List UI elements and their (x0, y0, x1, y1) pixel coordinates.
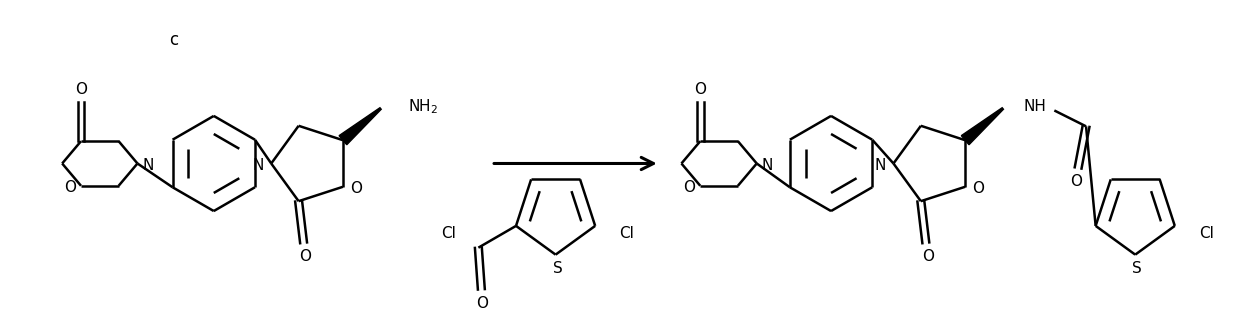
Text: Cl: Cl (1199, 226, 1214, 241)
Polygon shape (961, 108, 1003, 145)
Text: O: O (64, 180, 76, 195)
Polygon shape (339, 108, 381, 145)
Text: N: N (143, 158, 154, 173)
Text: N: N (875, 158, 887, 173)
Text: Cl: Cl (620, 226, 635, 241)
Text: O: O (972, 181, 985, 196)
Text: O: O (921, 249, 934, 264)
Text: S: S (553, 261, 563, 276)
Text: NH$_2$: NH$_2$ (408, 97, 439, 116)
Text: N: N (253, 158, 264, 173)
Text: O: O (350, 181, 362, 196)
Text: O: O (1070, 174, 1083, 189)
Text: O: O (74, 82, 87, 97)
Text: NH: NH (1023, 99, 1047, 114)
Text: O: O (694, 82, 707, 97)
Text: O: O (683, 180, 696, 195)
Text: S: S (1132, 261, 1142, 276)
Text: O: O (476, 296, 489, 311)
Text: Cl: Cl (441, 226, 456, 241)
Text: N: N (761, 158, 774, 173)
Text: O: O (300, 249, 311, 264)
Text: c: c (170, 31, 179, 49)
